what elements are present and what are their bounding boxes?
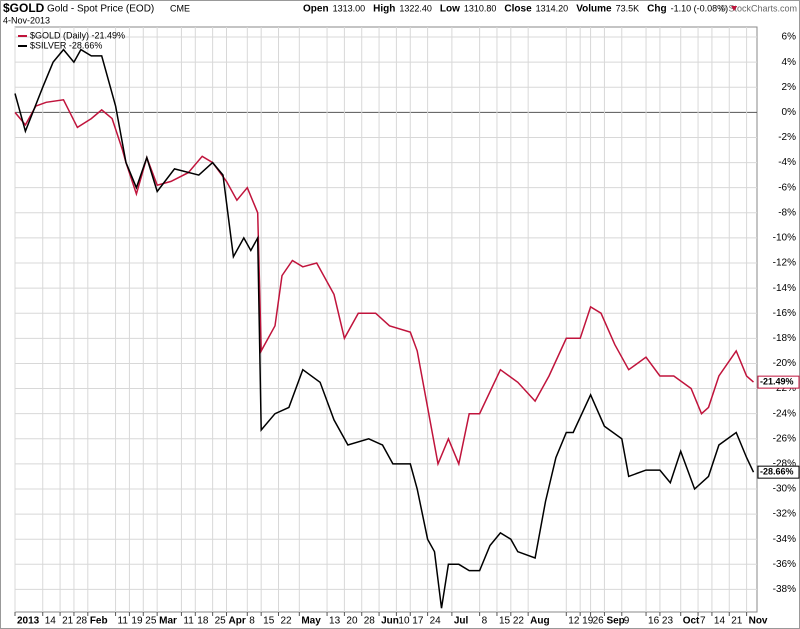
quote-label: Chg [647, 4, 666, 15]
date: 4-Nov-2013 [3, 15, 50, 25]
x-tick-label: Mar [159, 616, 177, 627]
x-tick-label: Aug [530, 616, 549, 627]
y-tick-label: -20% [773, 358, 796, 369]
x-tick-label: 18 [197, 616, 209, 627]
quote-value: 1322.40 [399, 3, 432, 13]
series-line [14, 48, 755, 609]
y-tick-label: -30% [773, 484, 796, 495]
quote-label: Low [440, 4, 460, 15]
x-tick-label: 24 [430, 616, 442, 627]
y-tick-label: 4% [782, 57, 797, 68]
y-tick-label: -8% [778, 207, 796, 218]
y-tick-label: -26% [773, 433, 796, 444]
x-tick-label: 28 [76, 616, 88, 627]
chart-title: $GOLD [3, 1, 45, 15]
x-tick-label: 9 [624, 616, 630, 627]
x-tick-label: May [301, 616, 321, 627]
credit: © StockCharts.com [719, 3, 797, 13]
end-label-box [757, 465, 800, 479]
x-tick-label: 14 [714, 616, 726, 627]
x-tick-label: 8 [249, 616, 255, 627]
x-tick-label: 21 [62, 616, 74, 627]
x-tick-label: 21 [731, 616, 743, 627]
x-tick-label: 22 [281, 616, 293, 627]
x-tick-label: 16 [648, 616, 660, 627]
x-tick-label: Nov [749, 616, 768, 627]
x-tick-label: 8 [482, 616, 488, 627]
y-tick-label: -24% [773, 408, 796, 419]
x-tick-label: 11 [118, 616, 129, 627]
down-arrow [731, 6, 738, 11]
quote-label: Close [504, 4, 532, 15]
legend-label: $SILVER -28.66% [30, 40, 102, 50]
quote-label: Volume [576, 4, 612, 15]
x-tick-label: 15 [499, 616, 511, 627]
x-tick-label: 25 [145, 616, 157, 627]
x-tick-label: 20 [346, 616, 358, 627]
x-tick-label: 22 [513, 616, 525, 627]
y-tick-label: -36% [773, 559, 796, 570]
x-tick-label: Sep [606, 616, 624, 627]
x-tick-label: 2013 [17, 616, 40, 627]
y-tick-label: -2% [778, 132, 796, 143]
x-tick-label: 13 [329, 616, 341, 627]
y-tick-label: -12% [773, 258, 796, 269]
x-tick-label: Jun [381, 616, 399, 627]
chart-subtitle: Gold - Spot Price (EOD) [47, 4, 154, 15]
y-tick-label: -10% [773, 233, 796, 244]
x-tick-label: 12 [568, 616, 580, 627]
x-tick-label: 23 [662, 616, 674, 627]
quote-value: 73.5K [616, 3, 640, 13]
x-tick-label: 14 [45, 616, 57, 627]
quote: Open 1313.00 High 1322.40 Low 1310.80 Close 131… [303, 3, 738, 15]
y-tick-label: -6% [778, 182, 796, 193]
y-tick-label: 6% [782, 32, 797, 43]
x-tick-label: 17 [412, 616, 424, 627]
y-tick-label: -18% [773, 333, 796, 344]
x-tick-label: Feb [90, 616, 108, 627]
y-tick-label: -38% [773, 584, 796, 595]
x-tick-label: Oct [683, 616, 700, 627]
quote-value: -1.10 (-0.08%) [671, 3, 729, 13]
x-tick-label: 11 [183, 616, 194, 627]
x-tick-label: 15 [263, 616, 275, 627]
y-tick-label: 2% [782, 82, 797, 93]
quote-label: Open [303, 4, 329, 15]
x-tick-label: 19 [131, 616, 143, 627]
y-tick-label: -32% [773, 509, 796, 520]
exchange: CME [170, 3, 190, 13]
quote-label: High [373, 4, 395, 15]
y-tick-label: -22% [773, 383, 796, 394]
y-tick-label: -4% [778, 157, 796, 168]
x-tick-label: 28 [364, 616, 376, 627]
y-tick-label: -14% [773, 283, 796, 294]
y-tick-label: -28% [773, 459, 796, 470]
x-tick-label: 7 [700, 616, 706, 627]
x-tick-label: 26 [593, 616, 605, 627]
end-label-box [757, 375, 800, 389]
end-label: -28.66% [760, 467, 794, 477]
quote-value: 1314.20 [536, 3, 569, 13]
quote-value: 1310.80 [464, 3, 497, 13]
y-tick-label: 0% [782, 107, 797, 118]
x-tick-label: 10 [398, 616, 410, 627]
y-tick-label: -34% [773, 534, 796, 545]
x-tick-label: 25 [215, 616, 227, 627]
x-tick-label: Jul [454, 616, 469, 627]
x-tick-label: 19 [582, 616, 594, 627]
x-tick-label: Apr [229, 616, 246, 627]
y-tick-label: -16% [773, 308, 796, 319]
end-label: -21.49% [760, 377, 794, 387]
quote-value: 1313.00 [333, 3, 366, 13]
legend-label: $GOLD (Daily) -21.49% [30, 30, 125, 40]
